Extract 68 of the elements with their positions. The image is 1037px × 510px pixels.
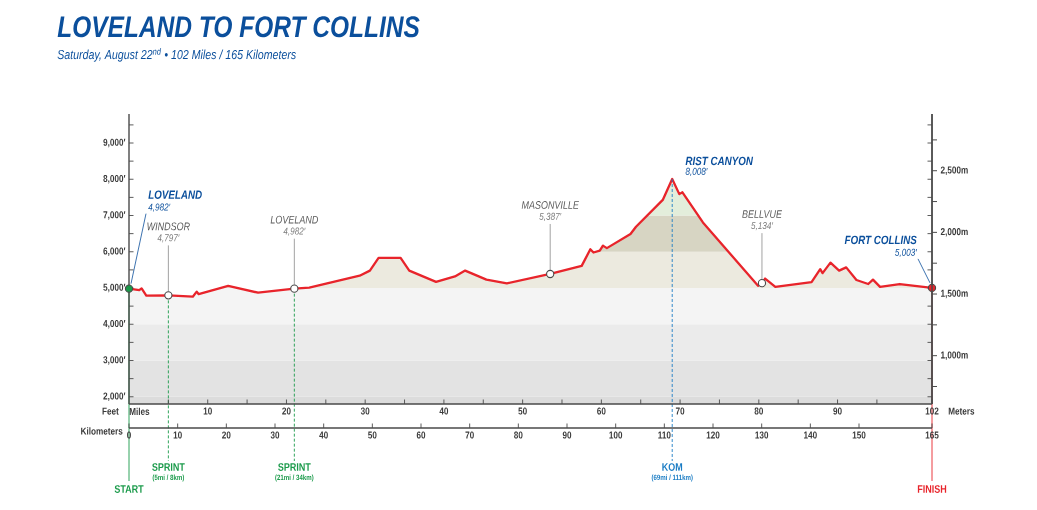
chart-title: LOVELAND TO FORT COLLINS xyxy=(57,16,420,38)
y2-tick-label: 2,500m xyxy=(940,166,968,175)
x2-tick-label: 10 xyxy=(173,431,182,439)
annotation: 5,387′ xyxy=(539,212,562,222)
point xyxy=(757,279,767,288)
annotation: 4,982′ xyxy=(283,227,306,236)
x-tick-label: 30 xyxy=(360,407,370,415)
x2-tick-label: 140 xyxy=(804,431,817,439)
y-tick-label: 9,000′ xyxy=(103,138,126,148)
y-tick-label: 8,000′ xyxy=(103,175,126,184)
annotation: LOVELAND xyxy=(148,190,202,199)
x2-tick-label: 0 xyxy=(127,431,131,439)
y2-tick-label: 1,000m xyxy=(941,351,968,360)
y2-axis-title: Meters xyxy=(948,407,975,415)
ref-line-label: START xyxy=(114,485,144,493)
x2-tick-label: 130 xyxy=(755,431,769,439)
x2-tick-label: 120 xyxy=(706,431,720,439)
x-axis-title: Miles xyxy=(129,407,150,416)
x2-tick-label: 70 xyxy=(465,431,474,439)
x2-tick-label: 50 xyxy=(368,431,377,439)
y-tick-label: 6,000′ xyxy=(103,247,126,257)
chart-subtitle: Saturday, August 22$^{nd}$ • 102 Miles / 165 Kilometers xyxy=(57,48,296,62)
annotation: 4,982′ xyxy=(148,203,171,212)
x2-tick-label: 100 xyxy=(609,431,623,439)
annotation: 8,008′ xyxy=(685,167,708,177)
x2-tick-label: 110 xyxy=(658,431,671,439)
x-tick-label: 50 xyxy=(518,407,527,415)
x-tick-label: 90 xyxy=(833,407,842,415)
annotation: 5,003′ xyxy=(895,248,918,258)
x2-tick-label: 80 xyxy=(514,431,523,439)
x-tick-label: 10 xyxy=(203,407,212,415)
x-tick-label: 70 xyxy=(675,407,685,415)
annotation: LOVELAND xyxy=(270,215,319,224)
y2-tick-label: 2,000m xyxy=(940,228,968,237)
x2-tick-label: 60 xyxy=(416,431,426,439)
annotation: BELLVUE xyxy=(742,210,783,218)
y-axis-title: Feet xyxy=(102,407,119,415)
y-tick-label: 3,000′ xyxy=(103,356,126,365)
x2-tick-label: 40 xyxy=(319,431,328,439)
x2-tick-label: 150 xyxy=(852,431,866,439)
x2-tick-label: 20 xyxy=(222,431,231,439)
y-tick-label: 2,000′ xyxy=(103,392,126,402)
ref-line-label: FINISH xyxy=(917,485,947,493)
x2-tick-label: 30 xyxy=(270,431,280,439)
annotation: MASONVILLE xyxy=(521,201,579,209)
ref-line-label: SPRINT xyxy=(152,463,185,471)
y-tick-label: 4,000′ xyxy=(103,320,126,329)
x-tick-label: 20 xyxy=(282,407,291,415)
point xyxy=(546,269,555,279)
annotation: FORT COLLINS xyxy=(844,235,917,245)
x-tick-label: 102 xyxy=(925,407,939,415)
point xyxy=(164,291,173,300)
annotation: 4,797′ xyxy=(157,234,180,243)
y-tick-label: 5,000′ xyxy=(103,283,126,293)
annotation: 5,134′ xyxy=(751,222,774,231)
x-tick-label: 80 xyxy=(754,407,764,415)
annotation: WINDSOR xyxy=(147,222,190,231)
y-tick-label: 7,000′ xyxy=(103,211,126,220)
ref-line-label: KOM xyxy=(662,463,683,471)
ref-line-label: SPRINT xyxy=(278,463,311,471)
annotation: RIST CANYON xyxy=(685,156,754,166)
x2-tick-label: 165 xyxy=(925,431,939,439)
x-tick-label: 40 xyxy=(439,407,449,415)
x2-axis-title: Kilometers xyxy=(81,427,123,435)
point xyxy=(290,284,299,293)
x-tick-label: 60 xyxy=(597,407,606,415)
x2-tick-label: 90 xyxy=(562,431,572,439)
y2-tick-label: 1,500m xyxy=(941,289,968,299)
